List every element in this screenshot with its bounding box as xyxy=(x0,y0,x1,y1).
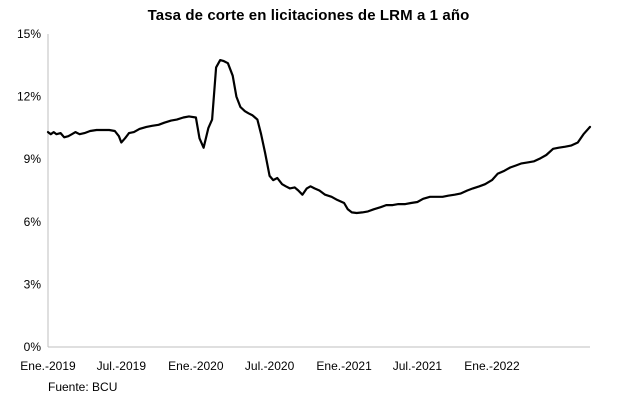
x-tick-label: Ene.-2022 xyxy=(464,359,520,373)
x-tick-label: Ene.-2020 xyxy=(168,359,224,373)
y-tick-label: 3% xyxy=(24,277,42,291)
y-tick-label: 12% xyxy=(17,90,41,104)
x-tick-labels: Ene.-2019 Jul.-2019 Ene.-2020 Jul.-2020 Ene.… xyxy=(20,359,520,373)
x-tick-label: Ene.-2021 xyxy=(316,359,372,373)
y-tick-label: 15% xyxy=(17,27,41,41)
y-tick-label: 6% xyxy=(24,215,42,229)
source-note: Fuente: BCU xyxy=(48,380,118,394)
chart-title: Tasa de corte en licitaciones de LRM a 1… xyxy=(147,7,470,24)
y-tick-label: 0% xyxy=(24,340,42,354)
x-tick-label: Jul.-2020 xyxy=(245,359,295,373)
series-line xyxy=(46,59,592,215)
y-tick-labels: 0% 3% 6% 9% 12% 15% xyxy=(17,27,41,354)
x-tick-label: Jul.-2019 xyxy=(97,359,147,373)
x-tick-label: Ene.-2019 xyxy=(20,359,76,373)
axes xyxy=(47,34,590,348)
x-tick-label: Jul.-2021 xyxy=(393,359,443,373)
y-tick-label: 9% xyxy=(24,152,42,166)
